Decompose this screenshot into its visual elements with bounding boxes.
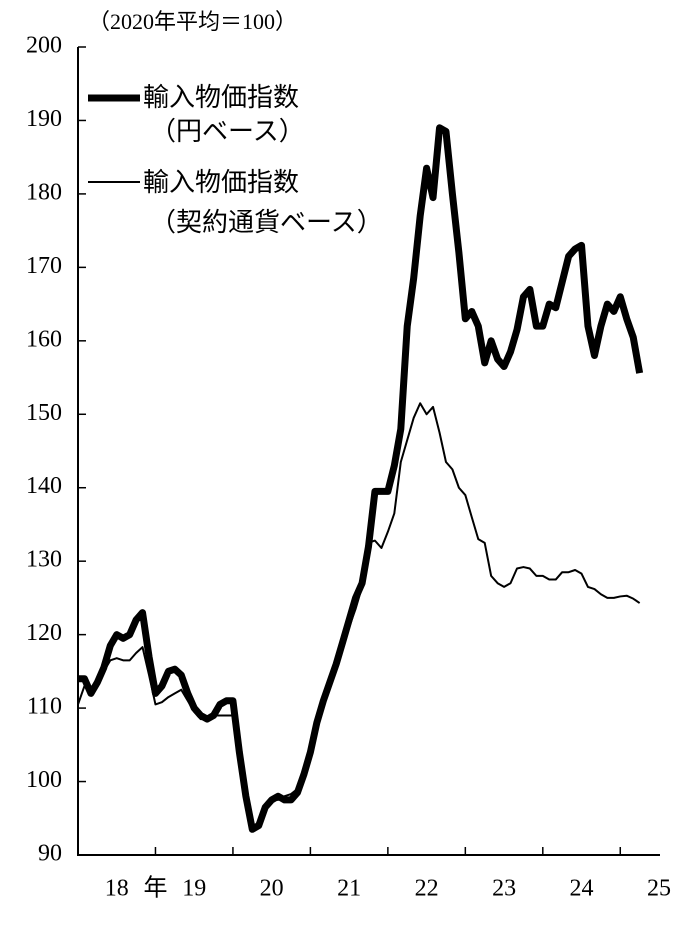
y-tick-label: 170 (26, 253, 62, 279)
y-tick-label: 160 (26, 326, 62, 352)
y-unit: （2020年平均＝100） (88, 9, 297, 34)
legend-label: 輸入物価指数 (143, 168, 299, 197)
x-tick-label: 19 (182, 876, 206, 902)
x-tick-label: 20 (260, 876, 284, 902)
y-tick-label: 110 (27, 694, 62, 720)
x-tick-label: 24 (570, 876, 594, 902)
y-tick-label: 140 (26, 473, 62, 499)
x-tick-label: 21 (337, 876, 361, 902)
y-tick-label: 190 (26, 106, 62, 132)
series-line (77, 402, 641, 829)
series-line (78, 124, 644, 833)
y-tick-label: 130 (26, 547, 62, 573)
x-tick-label: 22 (415, 876, 439, 902)
x-unit: 年 (143, 875, 167, 902)
y-tick-label: 200 (26, 33, 62, 59)
y-tick-label: 120 (26, 620, 62, 646)
legend-label: （契約通貨ベース） (150, 208, 383, 237)
y-tick-label: 150 (26, 400, 62, 426)
x-tick-label: 23 (492, 876, 516, 902)
x-tick-label: 25 (647, 876, 671, 902)
y-tick-label: 90 (38, 841, 62, 867)
y-tick-label: 100 (26, 767, 62, 793)
x-tick-label: 18 (105, 876, 129, 902)
y-tick-label: 180 (26, 179, 62, 205)
legend-label: 輸入物価指数 (143, 83, 299, 112)
legend-label: （円ベース） (150, 117, 305, 146)
